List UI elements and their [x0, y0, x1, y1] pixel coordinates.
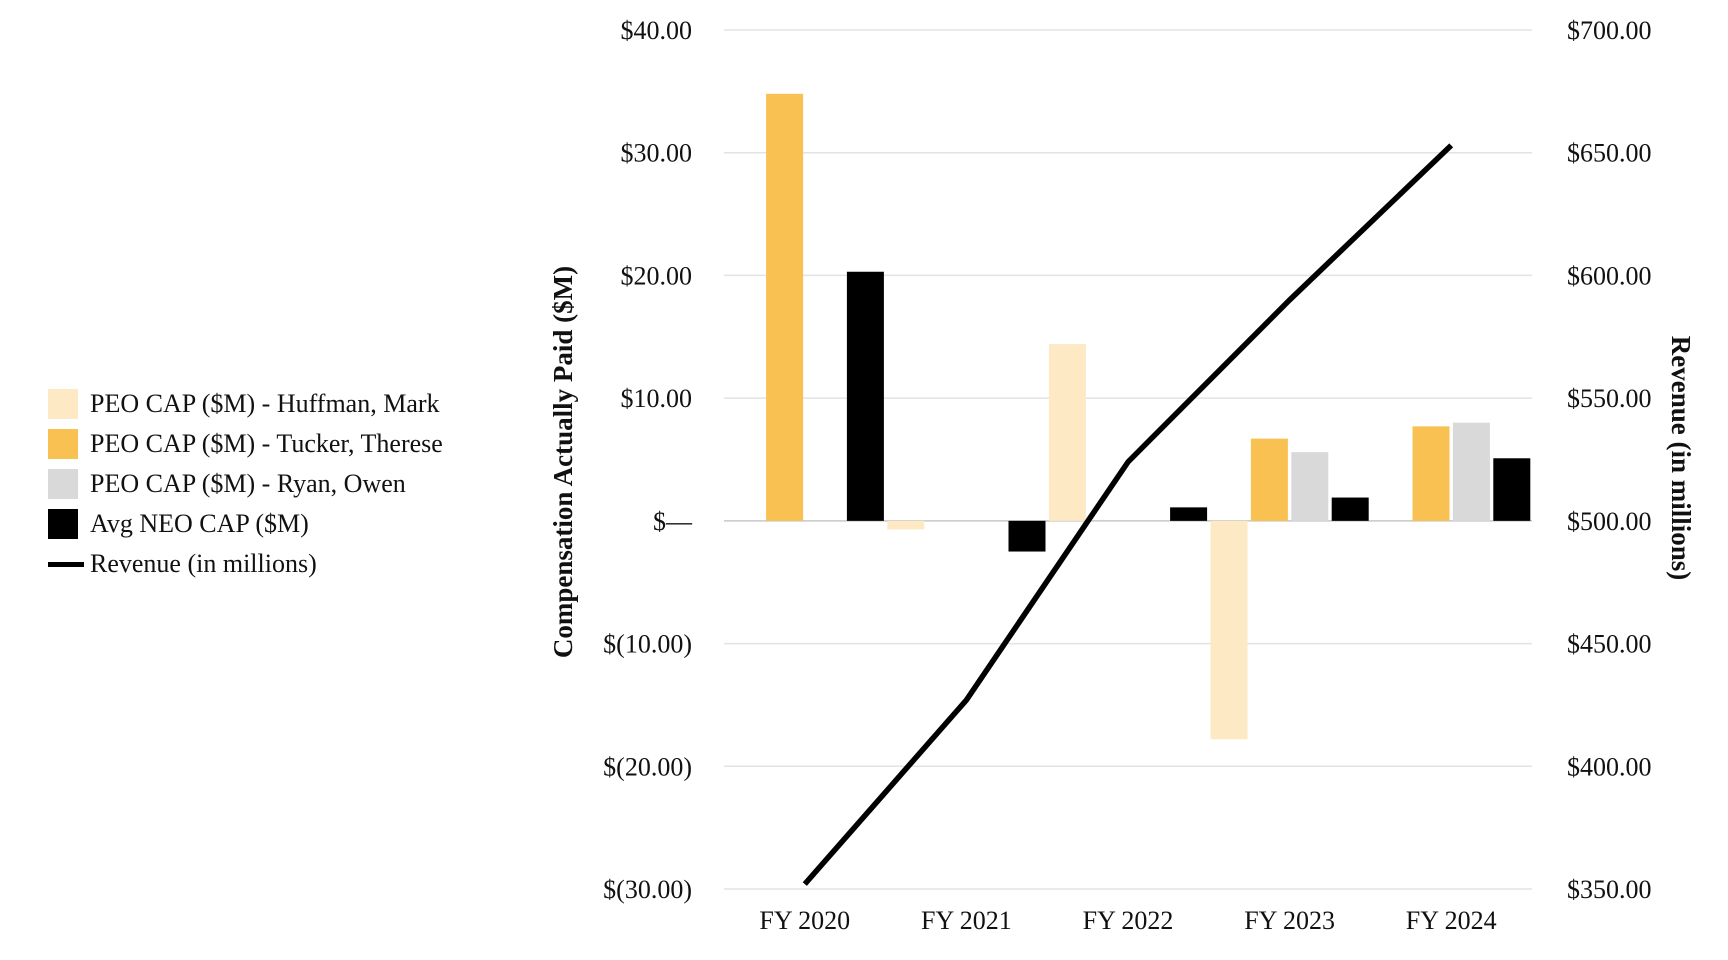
- y2-tick-label-7: $350.00: [1567, 875, 1652, 904]
- y-tick-label-5: $(10.00): [603, 630, 692, 659]
- y-tick-label-6: $(20.00): [603, 752, 692, 781]
- y2-axis-title: Revenue (in millions): [1666, 336, 1696, 581]
- x-tick-label-4: FY 2024: [1406, 906, 1497, 935]
- y-tick-label-7: $(30.00): [603, 875, 692, 904]
- bars: [766, 93, 1531, 740]
- legend-item-tucker: PEO CAP ($M) - Tucker, Therese: [48, 424, 443, 464]
- y2-tick-label-1: $650.00: [1567, 139, 1652, 168]
- legend-label-ryan: PEO CAP ($M) - Ryan, Owen: [90, 469, 406, 498]
- x-axis-ticks: FY 2020 FY 2021 FY 2022 FY 2023 FY 2024: [759, 906, 1496, 935]
- bar-s3-c3: [1331, 497, 1369, 521]
- legend-swatch-ryan: [48, 469, 78, 499]
- y-tick-label-1: $30.00: [621, 139, 693, 168]
- bar-s0-c1: [887, 520, 925, 530]
- legend-swatch-revenue: [48, 561, 84, 567]
- legend-swatch-avg-neo: [48, 509, 78, 539]
- y-tick-label-2: $20.00: [621, 261, 693, 290]
- y2-tick-label-6: $400.00: [1567, 752, 1652, 781]
- legend-item-huffman: PEO CAP ($M) - Huffman, Mark: [48, 384, 443, 424]
- y2-tick-label-2: $600.00: [1567, 261, 1652, 290]
- x-tick-label-1: FY 2021: [921, 906, 1012, 935]
- revenue-line-layer: [802, 143, 1454, 886]
- bar-s1-c3: [1250, 438, 1288, 521]
- x-tick-label-0: FY 2020: [759, 906, 850, 935]
- legend-label-revenue: Revenue (in millions): [90, 549, 317, 578]
- x-tick-label-2: FY 2022: [1083, 906, 1174, 935]
- bar-s2-c3: [1291, 452, 1329, 521]
- legend-label-avg-neo: Avg NEO CAP ($M): [90, 509, 309, 538]
- right-axis-ticks: $700.00 $650.00 $600.00 $550.00 $500.00 $450.…: [1567, 16, 1652, 904]
- bar-s3-c1: [1008, 520, 1046, 552]
- y-axis-title: Compensation Actually Paid ($M): [548, 266, 578, 658]
- y2-tick-label-5: $450.00: [1567, 630, 1652, 659]
- y-tick-label-4: $—: [653, 507, 693, 536]
- bar-s3-c2: [1170, 507, 1208, 521]
- bar-s0-c2: [1048, 344, 1086, 521]
- legend-item-ryan: PEO CAP ($M) - Ryan, Owen: [48, 464, 443, 504]
- bar-s1-c4: [1412, 426, 1450, 521]
- bar-s3-c0: [846, 271, 884, 521]
- y-tick-label-0: $40.00: [621, 16, 693, 45]
- legend-label-huffman: PEO CAP ($M) - Huffman, Mark: [90, 389, 440, 418]
- y2-tick-label-3: $550.00: [1567, 384, 1652, 413]
- x-tick-label-3: FY 2023: [1244, 906, 1335, 935]
- legend-item-revenue: Revenue (in millions): [48, 544, 443, 584]
- legend-swatch-tucker: [48, 429, 78, 459]
- bar-s2-c4: [1452, 422, 1490, 521]
- legend: PEO CAP ($M) - Huffman, Mark PEO CAP ($M…: [48, 384, 443, 584]
- bar-s0-c3: [1210, 520, 1248, 740]
- legend-item-avg-neo: Avg NEO CAP ($M): [48, 504, 443, 544]
- bar-s1-c0: [766, 93, 804, 521]
- bar-s3-c4: [1493, 458, 1531, 521]
- legend-label-tucker: PEO CAP ($M) - Tucker, Therese: [90, 429, 443, 458]
- y-tick-label-3: $10.00: [621, 384, 693, 413]
- legend-swatch-huffman: [48, 389, 78, 419]
- y2-tick-label-0: $700.00: [1567, 16, 1652, 45]
- y2-tick-label-4: $500.00: [1567, 507, 1652, 536]
- left-axis-ticks: $40.00 $30.00 $20.00 $10.00 $— $(10.00) $(20.0…: [603, 16, 693, 904]
